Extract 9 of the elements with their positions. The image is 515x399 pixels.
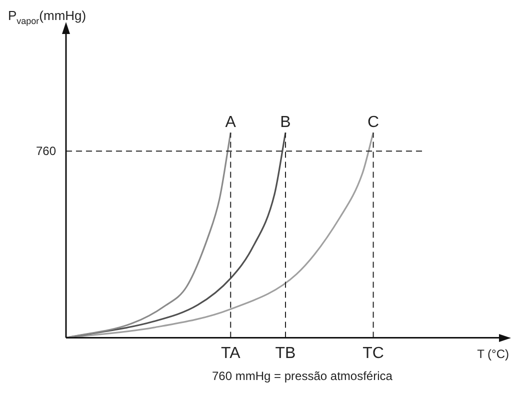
x-axis-title: T (°C) — [477, 346, 509, 361]
x-tick-label: TB — [275, 344, 296, 362]
series-label: C — [368, 114, 380, 132]
x-tick-label: TC — [362, 344, 384, 362]
x-tick-label: TA — [220, 344, 241, 362]
series-label: A — [225, 114, 236, 132]
series-label: B — [280, 114, 291, 132]
text: 760 — [36, 144, 56, 158]
text: 760 mmHg = pressão atmosférica — [212, 368, 393, 383]
